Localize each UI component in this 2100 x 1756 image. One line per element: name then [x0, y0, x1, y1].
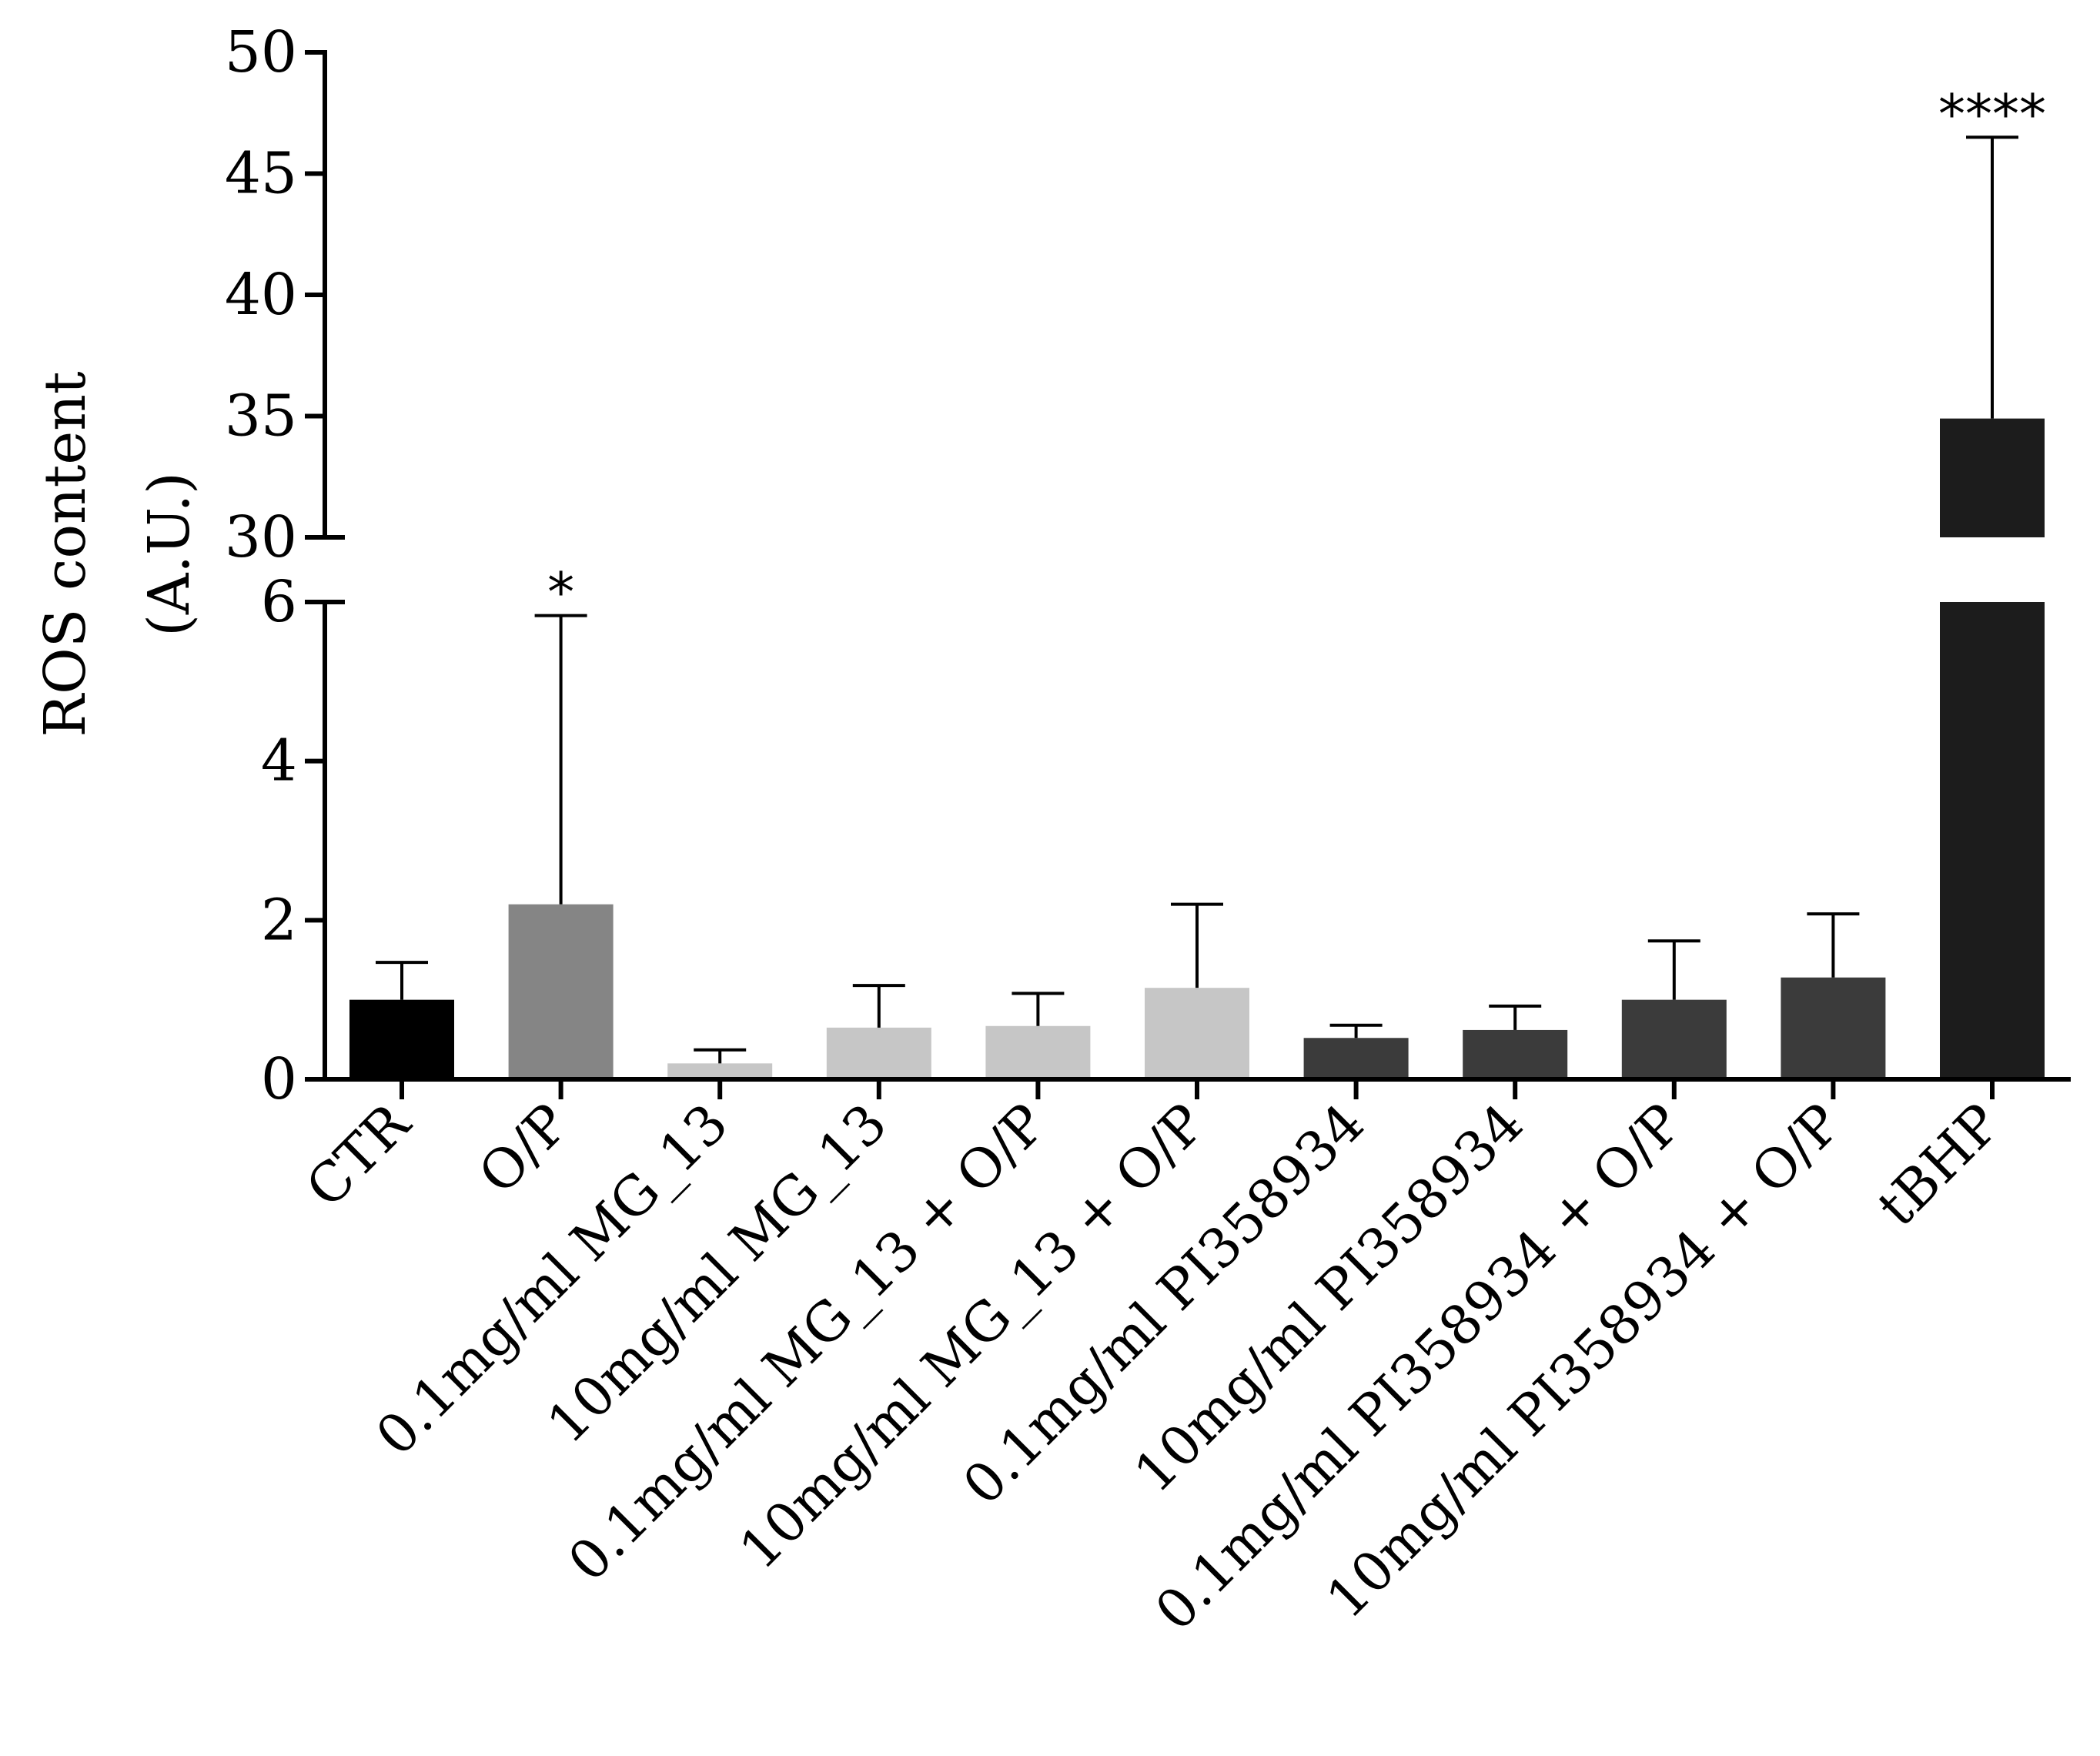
y-tick-label-lower-1: 2 — [261, 887, 297, 953]
bar-10-upper — [1940, 418, 2045, 537]
y-axis-label: ROS content (A.U.) — [32, 371, 202, 737]
y-tick-label-lower-2: 4 — [261, 728, 297, 794]
bar-4 — [985, 1025, 1091, 1079]
bar-6 — [1303, 1038, 1409, 1079]
bar-7 — [1463, 1029, 1568, 1079]
significance-annotation-10: **** — [1938, 82, 2046, 145]
y-tick-label-lower-3: 6 — [261, 569, 297, 635]
x-tick-label-0: CTR — [294, 1090, 423, 1219]
y-tick-label-upper-1: 35 — [225, 383, 297, 450]
y-axis-label-line-1: ROS content — [32, 371, 99, 737]
x-tick-label-1: O/P — [466, 1092, 581, 1206]
bar-3 — [826, 1027, 931, 1079]
bar-8 — [1621, 999, 1727, 1079]
y-tick-label-upper-3: 45 — [225, 141, 297, 207]
y-tick-label-lower-0: 0 — [261, 1046, 297, 1112]
x-tick-label-10: tBHP — [1865, 1092, 2012, 1239]
significance-annotation-1: * — [547, 561, 574, 624]
y-tick-label-upper-4: 50 — [225, 19, 297, 85]
bar-9 — [1781, 977, 1886, 1079]
bar-2 — [667, 1063, 773, 1079]
y-tick-label-upper-2: 40 — [225, 262, 297, 328]
y-axis-label-line-2: (A.U.) — [136, 472, 202, 637]
bar-1 — [508, 904, 614, 1079]
bar-0 — [349, 999, 454, 1079]
bar-10-lower — [1940, 602, 2045, 1079]
bar-5 — [1145, 988, 1249, 1079]
y-tick-label-upper-0: 30 — [225, 504, 297, 570]
